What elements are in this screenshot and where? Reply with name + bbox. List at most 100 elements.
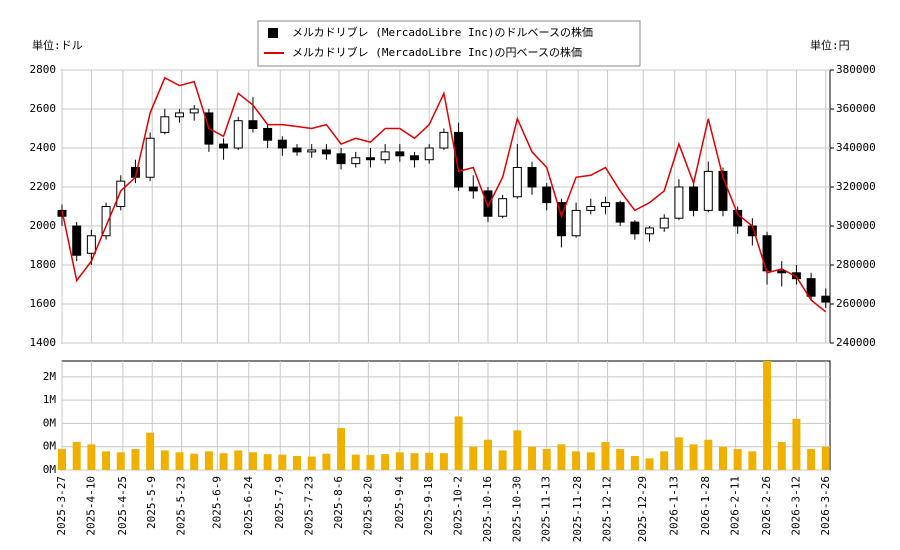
volume-bar xyxy=(645,458,654,470)
volume-bar xyxy=(410,453,419,470)
volume-bar xyxy=(454,416,463,470)
volume-bar xyxy=(72,442,81,470)
y-tick-label: 2800 xyxy=(30,63,57,76)
y-tick-label: 1400 xyxy=(30,336,57,349)
candle-body xyxy=(233,120,243,149)
volume-bar xyxy=(278,454,287,470)
volume-bar xyxy=(248,452,257,470)
volume-bar xyxy=(821,446,830,470)
candle-body xyxy=(395,151,405,157)
y-tick-label: 2400 xyxy=(30,141,57,154)
volume-bar xyxy=(674,437,683,470)
y-tick-label: 0M xyxy=(43,463,57,476)
candle-body xyxy=(806,278,816,297)
volume-bar xyxy=(557,444,566,470)
left-unit: 単位:ドル xyxy=(32,38,83,52)
x-tick-label: 2025-6-9 xyxy=(210,476,223,529)
x-tick-label: 2025-8-6 xyxy=(332,476,345,529)
volume-bar xyxy=(366,455,375,470)
y2-tick-label: 320000 xyxy=(836,180,876,193)
x-tick-label: 2026-2-26 xyxy=(760,476,773,536)
candle-body xyxy=(483,190,493,217)
volume-bar xyxy=(689,444,698,470)
volume-plot-area xyxy=(61,360,831,471)
legend-label: メルカドリブレ (MercadoLibre Inc)のドルベースの株価 xyxy=(292,25,593,39)
candle-body xyxy=(321,149,331,155)
x-tick-label: 2025-11-28 xyxy=(571,476,584,542)
volume-bar xyxy=(616,449,625,470)
volume-bar xyxy=(293,456,302,470)
candle-body xyxy=(86,235,96,254)
y2-tick-label: 240000 xyxy=(836,336,876,349)
legend-label: メルカドリブレ (MercadoLibre Inc)の円ベースの株価 xyxy=(292,45,582,59)
volume-bar xyxy=(660,451,669,470)
x-tick-label: 2025-10-16 xyxy=(481,476,494,542)
candle-body xyxy=(160,116,170,133)
volume-bar xyxy=(572,451,581,470)
volume-bar xyxy=(733,449,742,470)
x-tick-label: 2025-8-20 xyxy=(361,476,374,536)
x-tick-label: 2025-10-2 xyxy=(452,476,465,536)
y2-tick-label: 260000 xyxy=(836,297,876,310)
volume-bar xyxy=(87,444,96,470)
candle-body xyxy=(424,147,434,161)
candle-body xyxy=(659,217,669,229)
x-tick-label: 2025-11-13 xyxy=(540,476,553,542)
y-tick-label: 1600 xyxy=(30,297,57,310)
x-tick-label: 2026-3-26 xyxy=(819,476,832,536)
x-tick-label: 2025-4-10 xyxy=(84,476,97,536)
candle-body xyxy=(645,227,655,235)
candle-body xyxy=(336,153,346,165)
volume-bar xyxy=(498,450,507,470)
x-tick-label: 2025-3-27 xyxy=(55,476,68,536)
volume-bar xyxy=(425,452,434,470)
volume-bar xyxy=(792,418,801,470)
y-tick-label: 1M xyxy=(43,393,57,406)
x-tick-label: 2025-9-4 xyxy=(393,476,406,529)
candle-body xyxy=(718,170,728,211)
volume-bar xyxy=(381,454,390,470)
candle-body xyxy=(380,151,390,161)
candle-body xyxy=(468,186,478,192)
candle-body xyxy=(116,180,126,207)
candle-body xyxy=(292,147,302,153)
candle-body xyxy=(571,209,581,237)
volume-bar xyxy=(322,453,331,470)
volume-bar xyxy=(234,450,243,470)
x-tick-label: 2025-12-29 xyxy=(636,476,649,542)
candle-body xyxy=(586,206,596,211)
candle-body xyxy=(556,202,566,237)
y-tick-label: 0M xyxy=(43,440,57,453)
candle-body xyxy=(365,157,375,161)
legend-box xyxy=(257,20,641,67)
x-tick-label: 2025-7-9 xyxy=(273,476,286,529)
y2-tick-label: 360000 xyxy=(836,102,876,115)
y-tick-label: 2600 xyxy=(30,102,57,115)
volume-bar xyxy=(469,446,478,470)
candle-body xyxy=(689,186,699,211)
y2-tick-label: 380000 xyxy=(836,63,876,76)
candle-body xyxy=(410,155,420,161)
candle-body xyxy=(72,225,82,256)
volume-bar xyxy=(439,453,448,470)
y-tick-label: 2000 xyxy=(30,219,57,232)
price-plot-area xyxy=(61,69,831,344)
volume-bar xyxy=(528,446,537,470)
x-tick-label: 2025-9-18 xyxy=(422,476,435,536)
candle-body xyxy=(189,108,199,114)
y2-tick-label: 300000 xyxy=(836,219,876,232)
volume-bar xyxy=(131,449,140,470)
volume-bar xyxy=(542,449,551,470)
candle-body xyxy=(791,272,801,280)
volume-bar xyxy=(146,432,155,470)
volume-bar xyxy=(102,451,111,470)
candle-body xyxy=(263,128,273,141)
volume-bar xyxy=(704,439,713,470)
candle-body xyxy=(674,186,684,219)
y-tick-label: 2M xyxy=(43,370,57,383)
x-tick-label: 2026-2-11 xyxy=(729,476,742,536)
volume-bar xyxy=(601,442,610,470)
volume-bar xyxy=(337,428,346,470)
volume-bar xyxy=(483,439,492,470)
